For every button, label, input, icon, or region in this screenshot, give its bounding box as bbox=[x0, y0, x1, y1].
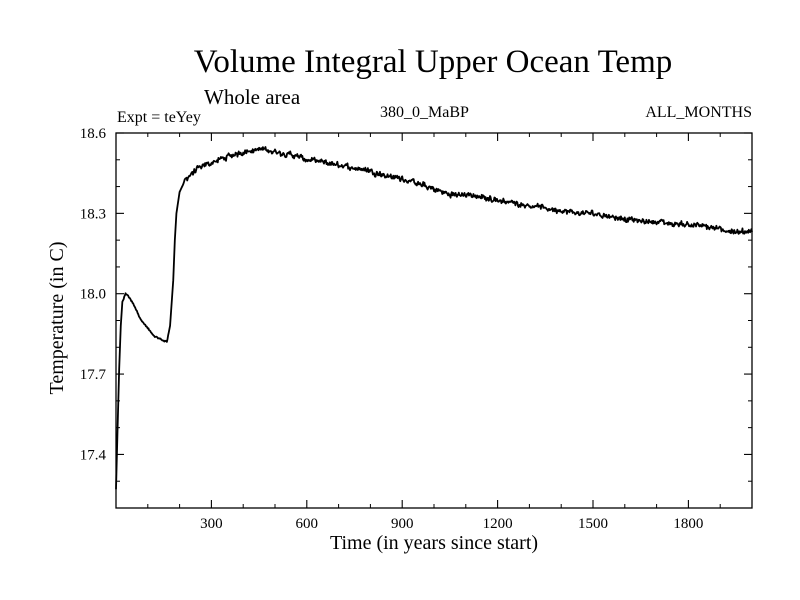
temperature-series-line bbox=[115, 146, 753, 490]
x-tick-label: 1200 bbox=[483, 516, 513, 532]
x-tick-label: 600 bbox=[296, 516, 319, 532]
y-axis-ticks: 17.4 17.7 18.0 18.3 18.6 bbox=[80, 126, 752, 509]
x-axis-ticks: 300 600 900 1200 1500 1800 bbox=[147, 133, 721, 532]
y-axis-label: Temperature (in C) bbox=[46, 242, 68, 395]
months-label: ALL_MONTHS bbox=[645, 104, 752, 121]
y-tick-label: 18.0 bbox=[80, 287, 106, 303]
chart-subtitle: Whole area bbox=[204, 85, 301, 109]
x-tick-label: 1500 bbox=[578, 516, 608, 532]
x-axis-label: Time (in years since start) bbox=[330, 532, 538, 554]
run-label: 380_0_MaBP bbox=[380, 104, 469, 121]
y-tick-label: 17.4 bbox=[80, 447, 107, 463]
experiment-label: Expt = teYey bbox=[117, 109, 201, 126]
x-tick-label: 1800 bbox=[673, 516, 703, 532]
y-tick-label: 17.7 bbox=[80, 367, 107, 383]
y-tick-label: 18.3 bbox=[80, 206, 106, 222]
x-tick-label: 300 bbox=[200, 516, 223, 532]
x-tick-label: 900 bbox=[391, 516, 414, 532]
y-tick-label: 18.6 bbox=[80, 126, 107, 142]
chart-title: Volume Integral Upper Ocean Temp bbox=[194, 44, 672, 80]
